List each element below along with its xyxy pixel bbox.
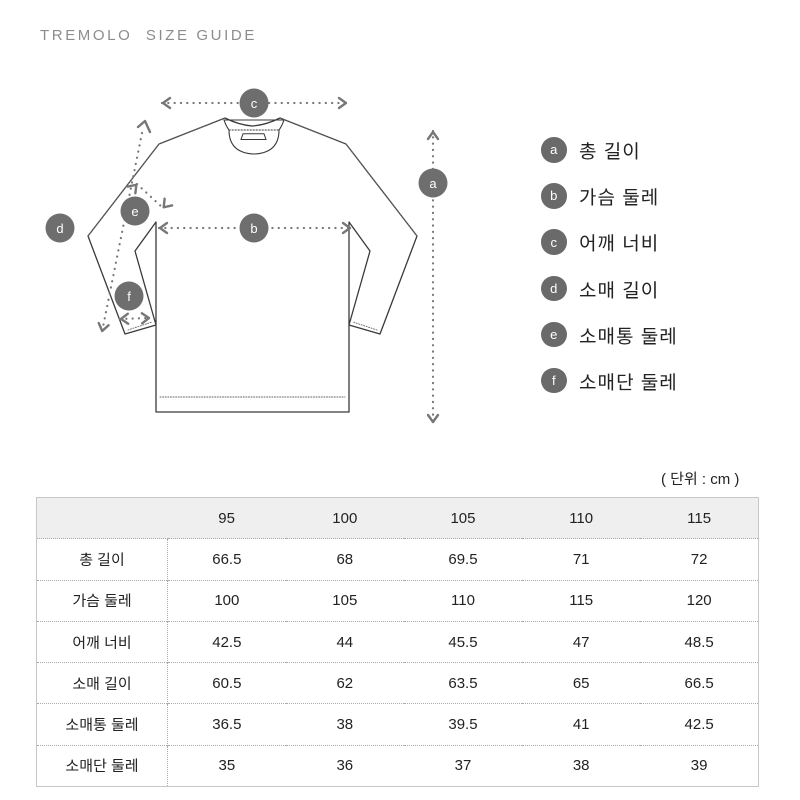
svg-text:c: c	[251, 96, 258, 111]
svg-text:e: e	[131, 204, 138, 219]
svg-text:b: b	[250, 221, 257, 236]
svg-text:d: d	[56, 221, 63, 236]
svg-text:a: a	[429, 176, 437, 191]
svg-text:f: f	[127, 289, 131, 304]
